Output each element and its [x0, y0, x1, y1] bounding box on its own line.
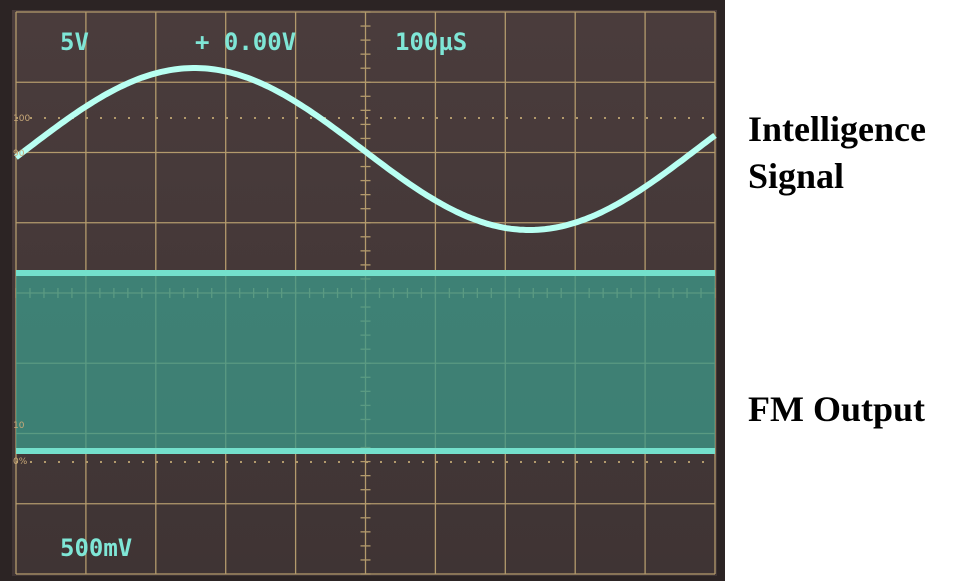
graticule-mark: 0%: [13, 457, 28, 467]
channel2-readout: 500mV: [60, 534, 132, 562]
graticule-mark: 10: [13, 421, 25, 431]
page: 5V + 0.00V 100µS 500mV 100 90 10 0% Inte…: [0, 0, 955, 581]
graticule-mark: 90: [13, 149, 25, 159]
fm-band: [16, 272, 715, 452]
volts-readout: 5V: [60, 28, 89, 56]
fm-label: FM Output: [748, 389, 925, 429]
intelligence-label: Intelligence: [748, 109, 926, 149]
offset-readout: + 0.00V: [195, 28, 296, 56]
timebase-readout: 100µS: [395, 28, 467, 56]
intelligence-label: Signal: [748, 156, 844, 196]
graticule-mark: 100: [13, 114, 30, 124]
figure: 5V + 0.00V 100µS 500mV 100 90 10 0% Inte…: [0, 0, 955, 581]
